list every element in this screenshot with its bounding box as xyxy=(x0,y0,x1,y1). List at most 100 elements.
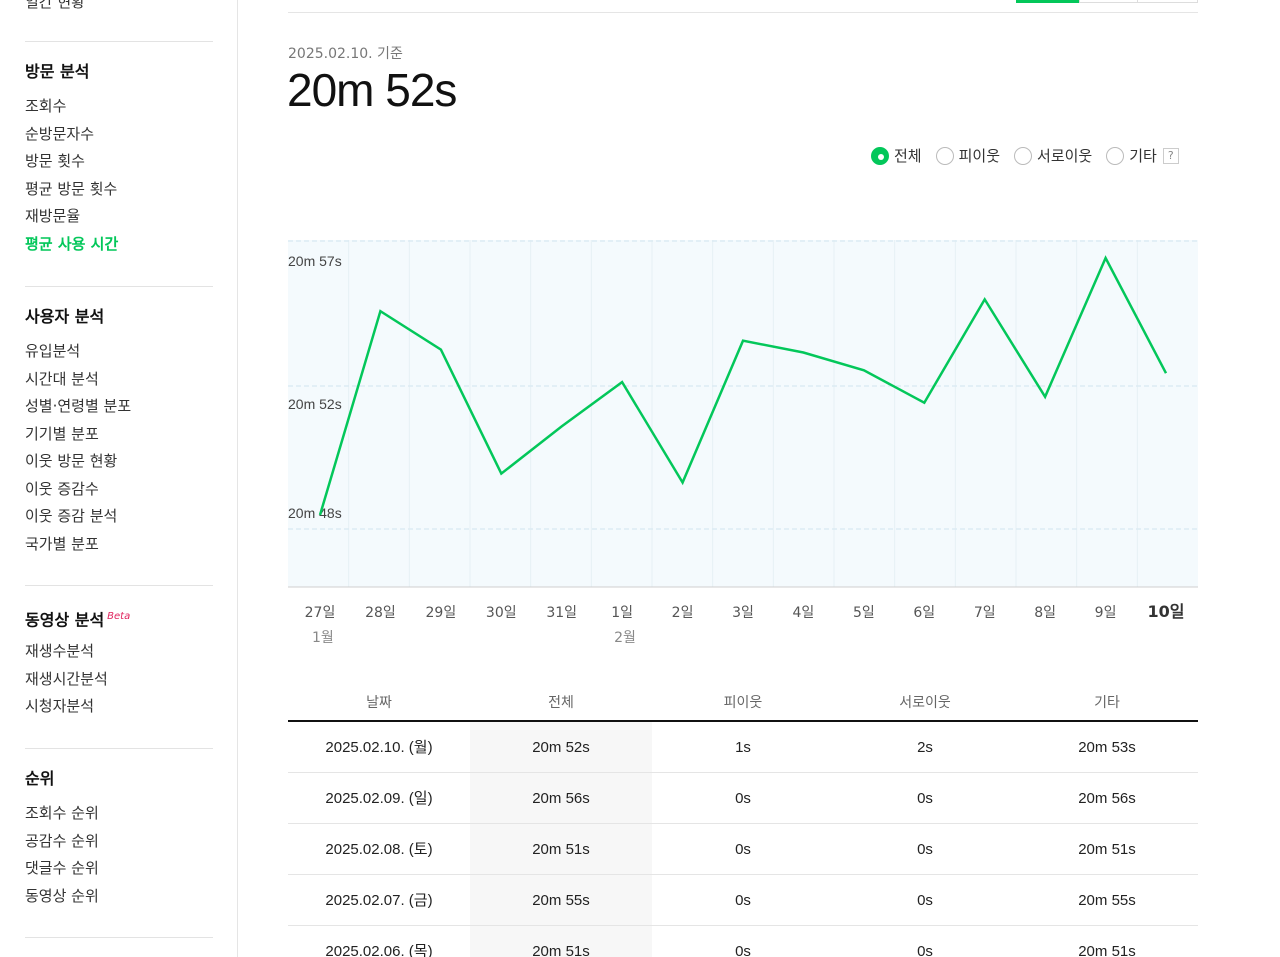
sidebar-item-views-ranking[interactable]: 조회수 순위 xyxy=(25,804,99,822)
period-tab[interactable] xyxy=(1079,0,1137,3)
sidebar-divider xyxy=(25,41,213,42)
filter-option-etc[interactable]: 기타 xyxy=(1106,145,1157,166)
x-tick-label: 5일 xyxy=(853,605,875,621)
sidebar-item-play-count[interactable]: 재생수분석 xyxy=(25,642,95,660)
sidebar-item-visit-count[interactable]: 방문 횟수 xyxy=(25,152,85,170)
x-tick-label: 3일 xyxy=(732,605,754,621)
y-tick-label: 20m 52s xyxy=(288,396,342,412)
sidebar-section-title: 방문 분석 xyxy=(25,62,90,81)
cell-all: 20m 55s xyxy=(470,875,652,925)
cell-neighbor: 0s xyxy=(735,943,751,957)
radio-icon[interactable] xyxy=(1106,146,1125,165)
sidebar-section-title: 순위 xyxy=(25,769,55,788)
table-header-all: 전체 xyxy=(548,695,574,711)
sidebar-item-play-time[interactable]: 재생시간분석 xyxy=(25,669,108,688)
cell-date: 2025.02.09. (일) xyxy=(325,790,433,807)
table-row: 2025.02.09. (일) 20m 56s 0s 0s 20m 56s xyxy=(288,773,1198,824)
y-tick-label: 20m 48s xyxy=(288,505,342,521)
filter-label: 서로이웃 xyxy=(1037,147,1093,165)
x-tick-label: 2일 xyxy=(672,605,694,621)
sidebar-item-device[interactable]: 기기별 분포 xyxy=(25,424,99,443)
cell-all: 20m 51s xyxy=(470,926,652,957)
month-label: 2월 xyxy=(614,630,636,646)
table-row: 2025.02.10. (월) 20m 52s 1s 2s 20m 53s xyxy=(288,722,1198,773)
sidebar-item-views[interactable]: 조회수 xyxy=(25,97,67,115)
cell-mutual: 2s xyxy=(917,739,933,756)
cell-neighbor: 0s xyxy=(735,892,751,909)
sidebar-section-ranking: 순위 조회수 순위 공감수 순위 댓글수 순위 동영상 순위 xyxy=(25,769,225,913)
cell-neighbor: 0s xyxy=(735,790,751,807)
sidebar-item-inflow[interactable]: 유입분석 xyxy=(25,342,81,360)
sidebar-divider xyxy=(25,937,213,938)
cell-date: 2025.02.06. (목) xyxy=(325,943,433,957)
basis-date: 2025.02.10. 기준 xyxy=(288,46,403,62)
cell-date: 2025.02.08. (토) xyxy=(325,841,433,858)
cell-date: 2025.02.07. (금) xyxy=(325,892,433,909)
radio-icon[interactable] xyxy=(871,146,889,165)
y-tick-label: 20m 57s xyxy=(288,253,342,269)
sidebar-section-title-text: 동영상 분석 xyxy=(25,610,105,630)
filter-option-mutual-neighbor[interactable]: 서로이웃 xyxy=(1014,145,1092,166)
x-tick-label: 1일 xyxy=(611,605,633,621)
radio-icon[interactable] xyxy=(935,146,954,165)
sidebar-item-neighbor-change-analysis[interactable]: 이웃 증감 분석 xyxy=(25,507,118,525)
daily-usage-table: 날짜 전체 피이웃 서로이웃 기타 2025.02.10. (월) 20m 52… xyxy=(288,685,1198,957)
period-tab-active[interactable] xyxy=(1016,0,1079,3)
cell-etc: 20m 51s xyxy=(1078,841,1136,858)
line-chart: 20m 57s 20m 52s 20m 48s 27일 28일 29일 30일 31일 1일 2일… xyxy=(288,240,1198,646)
sidebar-item-neighbor-visits[interactable]: 이웃 방문 현황 xyxy=(25,452,118,470)
month-label: 1월 xyxy=(312,630,334,646)
x-tick-label: 30일 xyxy=(486,605,517,621)
filter-label: 피이웃 xyxy=(958,147,1001,165)
sidebar-section-video-analysis: 동영상 분석 Beta 재생수분석 재생시간분석 시청자분석 xyxy=(25,607,225,724)
sidebar-item-viewers[interactable]: 시청자분석 xyxy=(25,697,95,715)
sidebar-item-time-of-day[interactable]: 시간대 분석 xyxy=(25,369,99,388)
cell-date: 2025.02.10. (월) xyxy=(325,739,433,756)
table-header-neighbor: 피이웃 xyxy=(723,695,763,711)
cell-mutual: 0s xyxy=(917,841,933,858)
filter-option-neighbor[interactable]: 피이웃 xyxy=(935,145,1001,166)
cell-all: 20m 52s xyxy=(470,722,652,772)
x-tick-label: 9일 xyxy=(1095,605,1117,621)
x-tick-label: 31일 xyxy=(546,605,577,621)
cell-etc: 20m 56s xyxy=(1078,790,1136,807)
cell-etc: 20m 53s xyxy=(1078,739,1136,756)
sidebar-item-comments-ranking[interactable]: 댓글수 순위 xyxy=(25,859,99,877)
sidebar-divider xyxy=(25,748,213,749)
sidebar-item-likes-ranking[interactable]: 공감수 순위 xyxy=(25,831,99,850)
table-row: 2025.02.07. (금) 20m 55s 0s 0s 20m 55s xyxy=(288,875,1198,926)
cell-neighbor: 1s xyxy=(735,739,751,756)
cell-etc: 20m 55s xyxy=(1078,892,1136,909)
x-tick-label: 28일 xyxy=(365,605,396,621)
cell-mutual: 0s xyxy=(917,892,933,909)
x-tick-label: 8일 xyxy=(1034,605,1056,621)
sidebar-item-avg-usage-time[interactable]: 평균 사용 시간 xyxy=(25,234,119,253)
sidebar-item-daily-status[interactable]: 일간 현황 xyxy=(25,0,85,11)
help-icon[interactable]: ? xyxy=(1162,147,1179,164)
period-tabs xyxy=(1016,0,1198,3)
beta-badge: Beta xyxy=(107,611,131,622)
cell-mutual: 0s xyxy=(917,943,933,957)
cell-etc: 20m 51s xyxy=(1078,943,1136,957)
period-tab[interactable] xyxy=(1137,0,1198,3)
sidebar-item-country[interactable]: 국가별 분포 xyxy=(25,534,99,553)
x-tick-label: 10일 xyxy=(1148,602,1185,621)
sidebar-section-user-analysis: 사용자 분석 유입분석 시간대 분석 성별·연령별 분포 기기별 분포 이웃 방… xyxy=(25,307,225,561)
cell-neighbor: 0s xyxy=(735,841,751,858)
sidebar-item-neighbor-change-count[interactable]: 이웃 증감수 xyxy=(25,479,99,498)
sidebar-divider xyxy=(25,286,213,287)
x-tick-label: 4일 xyxy=(793,605,815,621)
sidebar-item-revisit-rate[interactable]: 재방문율 xyxy=(25,207,81,225)
sidebar-item-unique-visitors[interactable]: 순방문자수 xyxy=(25,124,95,143)
sidebar-item-video-ranking[interactable]: 동영상 순위 xyxy=(25,886,99,905)
filter-option-all[interactable]: 전체 xyxy=(871,145,922,166)
sidebar-item-avg-visit-count[interactable]: 평균 방문 횟수 xyxy=(25,179,118,198)
series-line xyxy=(318,255,1168,516)
usage-time-chart: 20m 57s 20m 52s 20m 48s 27일 28일 29일 30일 31일 1일 2일… xyxy=(288,240,1198,660)
cell-mutual: 0s xyxy=(917,790,933,807)
sidebar: 일간 현황 방문 분석 조회수 순방문자수 방문 횟수 평균 방문 횟수 재방문… xyxy=(0,0,238,957)
radio-icon[interactable] xyxy=(1014,146,1033,165)
plot-background xyxy=(288,240,1198,587)
sidebar-item-gender-age[interactable]: 성별·연령별 분포 xyxy=(25,397,132,415)
table-header-etc: 기타 xyxy=(1094,695,1120,711)
